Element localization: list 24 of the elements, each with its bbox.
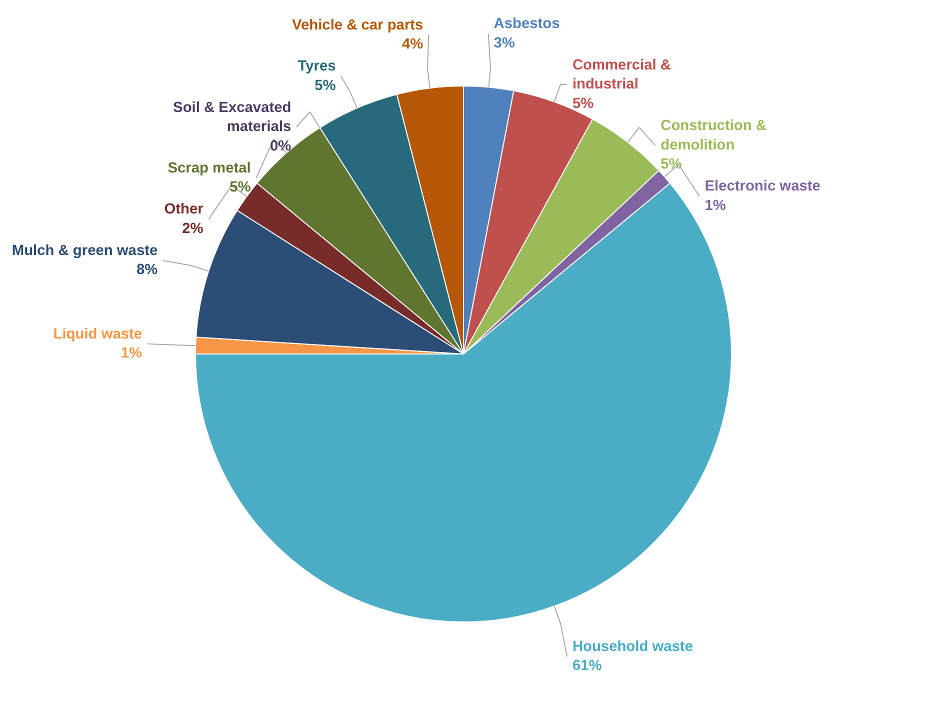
- data-label: 5%: [314, 78, 336, 94]
- slice-label: Vehicle & car parts: [292, 17, 424, 34]
- data-label: 1%: [704, 198, 726, 214]
- slice-label: Scrap metal: [168, 160, 251, 176]
- data-label: 4%: [402, 36, 424, 53]
- data-label: 1%: [120, 346, 142, 362]
- data-label: 3%: [494, 35, 515, 52]
- slice-label: Electronic waste: [704, 178, 820, 195]
- data-label: 5%: [572, 96, 594, 112]
- slice-label: Mulch & green waste: [12, 242, 158, 259]
- data-label: 8%: [136, 262, 158, 278]
- slice-label: Commercial & industrial: [572, 57, 672, 93]
- slice-label: Tyres: [298, 58, 336, 75]
- slice-label: Asbestos: [494, 16, 560, 32]
- data-label: 61%: [572, 658, 602, 674]
- slice-label: Household waste: [572, 638, 693, 655]
- data-label: 2%: [182, 220, 204, 237]
- text: 0%: [270, 138, 292, 154]
- slice-label: Construction & demolition: [660, 118, 767, 154]
- data-label: 5%: [660, 156, 682, 173]
- slice-label: Other: [164, 202, 204, 218]
- legend-label: Soil & Excavated materials: [173, 100, 292, 136]
- slice-label: Liquid waste: [53, 326, 142, 342]
- data-label: 5%: [230, 180, 251, 196]
